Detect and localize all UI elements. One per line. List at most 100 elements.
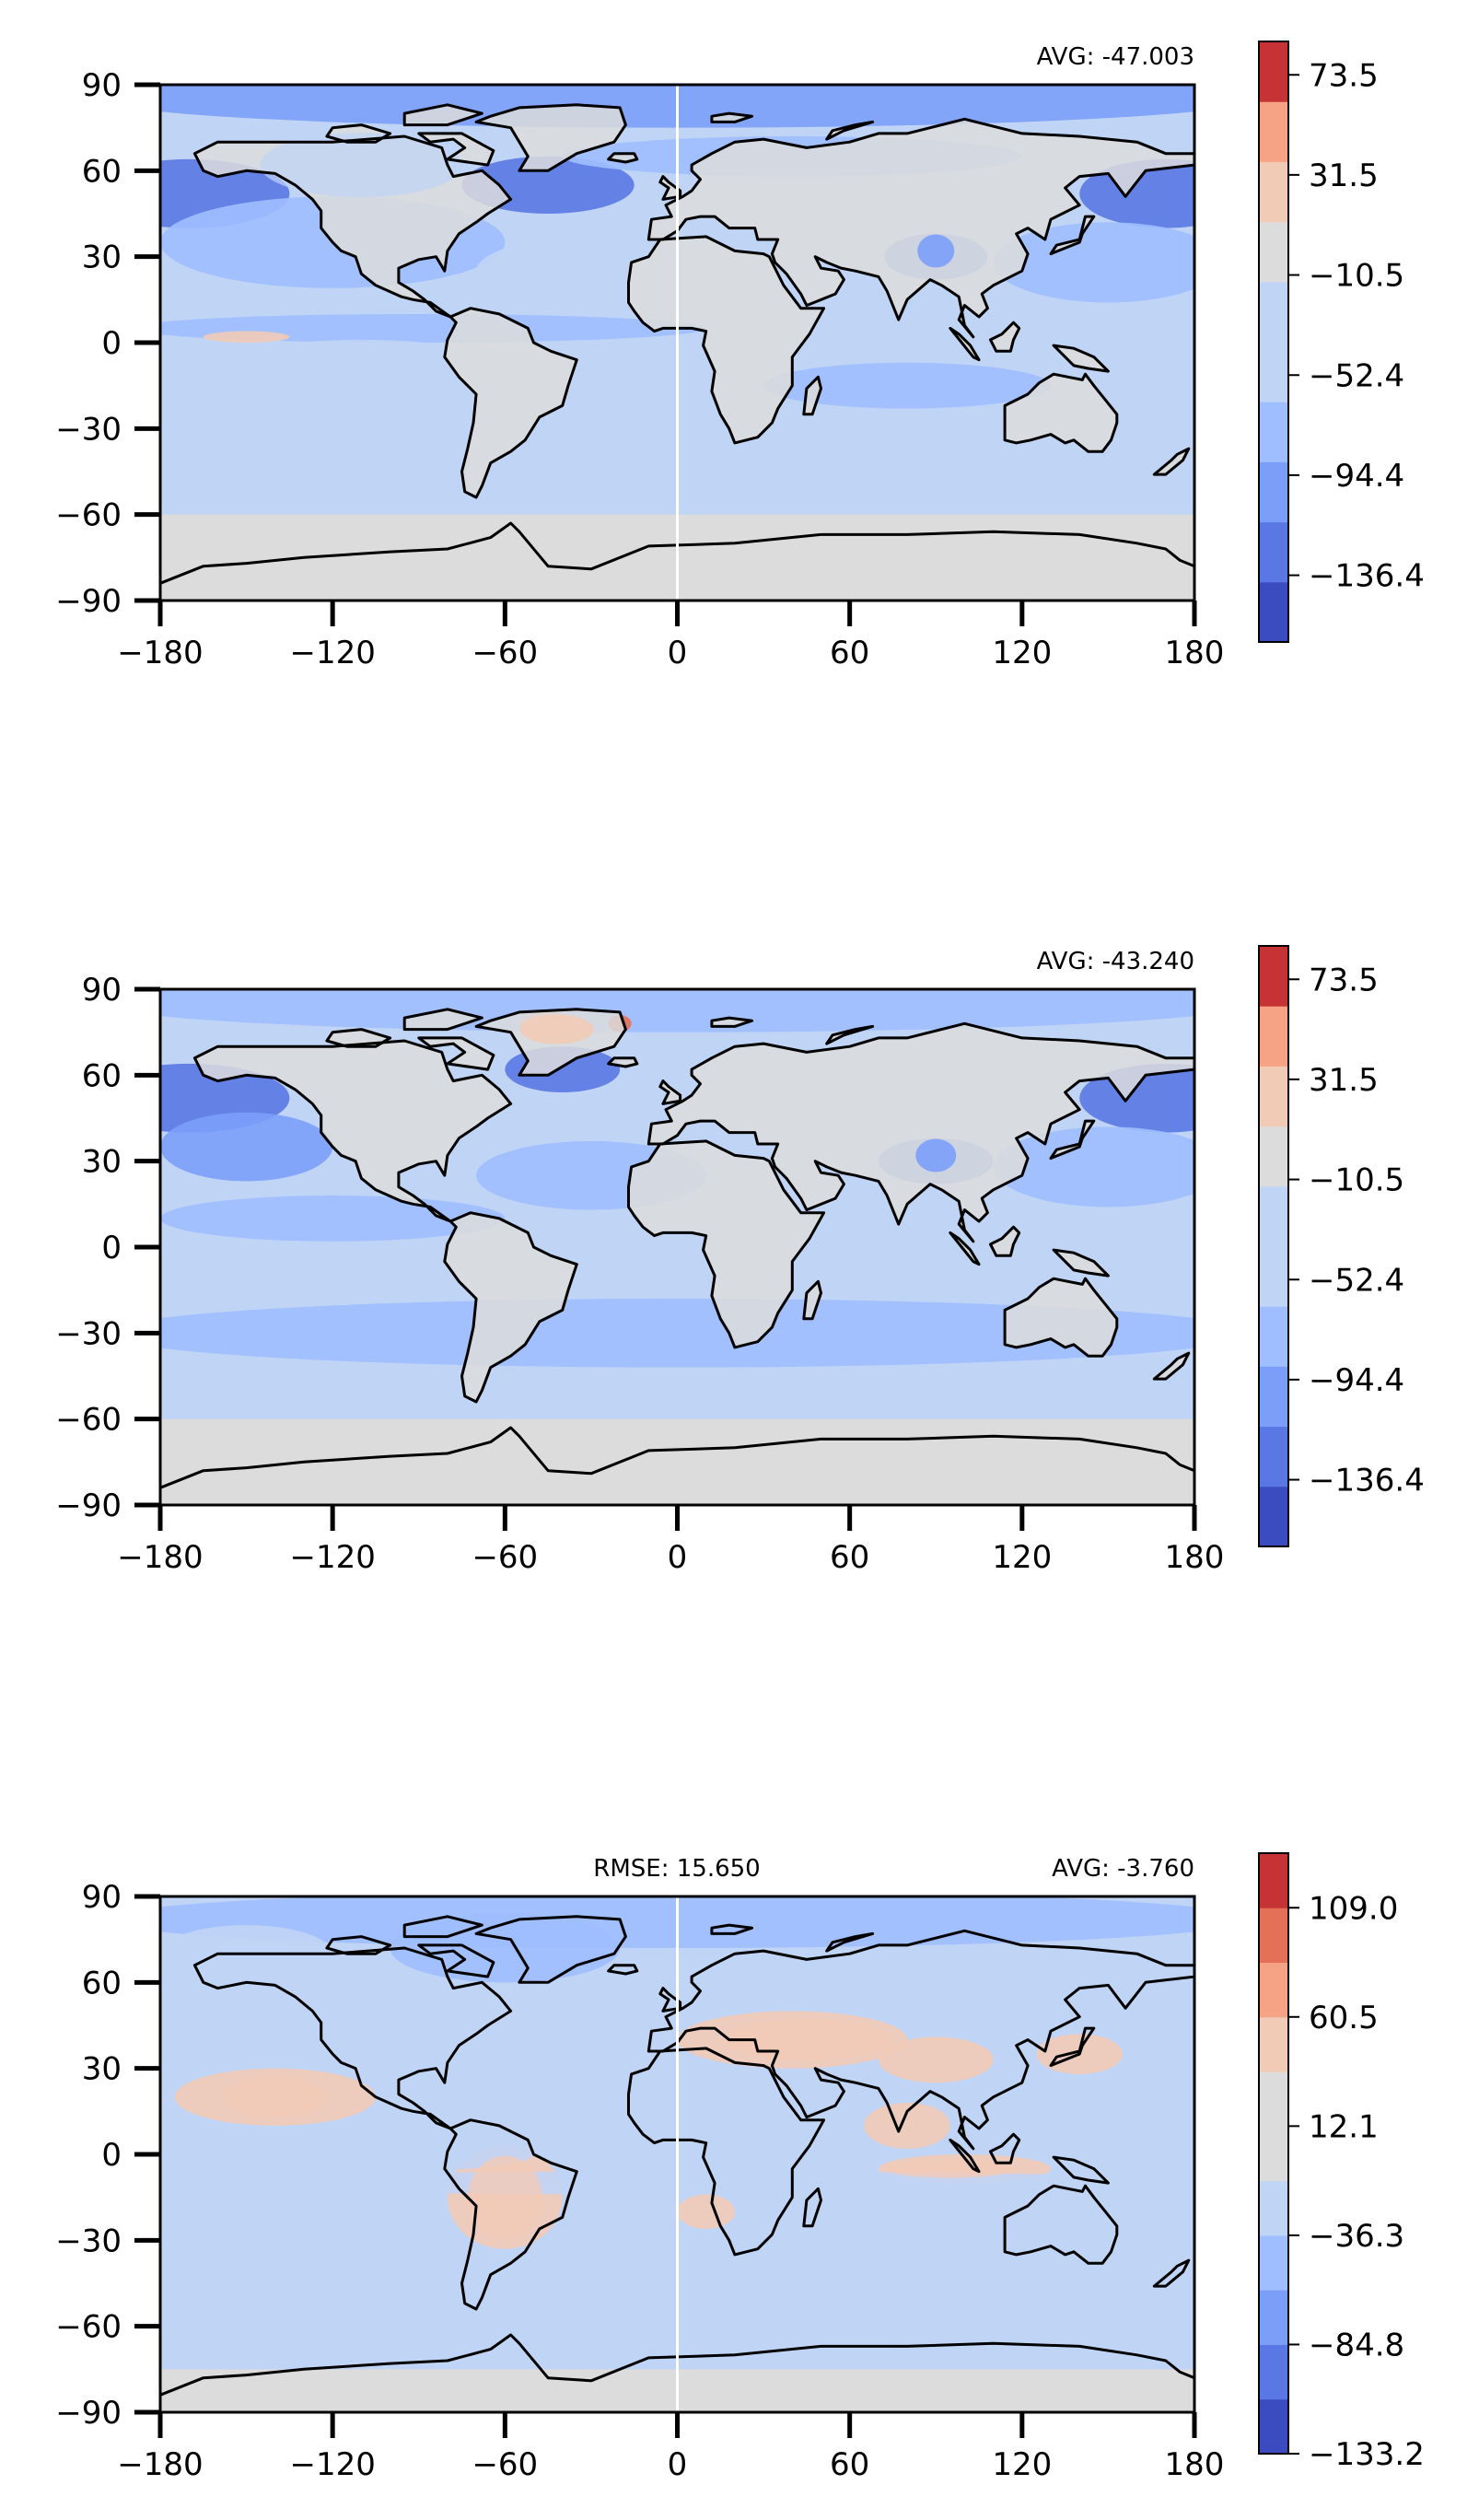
y-tick-label: 90 bbox=[82, 972, 122, 1009]
field-patch bbox=[224, 2076, 326, 2118]
colorbar-tick-label: 31.5 bbox=[1309, 158, 1379, 194]
coastline-namerica bbox=[192, 1946, 513, 2130]
colorbar: 109.0 60.5 12.1 −36.3 −84.8 −133.2 bbox=[1258, 1852, 1425, 2473]
x-tick-label: −120 bbox=[289, 1539, 375, 1576]
colorbar-segment bbox=[1259, 101, 1288, 162]
map-panel-3-difference: −180 −120 −60 0 60 120 180 90 60 30 0 −30 −60 −90 AVG:… bbox=[55, 1852, 1425, 2483]
field-patch bbox=[993, 222, 1194, 303]
colorbar-tick-label: −136.4 bbox=[1309, 558, 1425, 595]
x-tick-label: −60 bbox=[472, 1539, 538, 1576]
colorbar-tick-label: −94.4 bbox=[1309, 458, 1404, 495]
coastline-iceland bbox=[607, 1056, 639, 1068]
map-field bbox=[160, 85, 1194, 601]
coastline-sumatra bbox=[949, 326, 981, 362]
y-tick-label: 90 bbox=[82, 67, 122, 104]
y-tick-label: 90 bbox=[82, 1879, 122, 1916]
colorbar-segment bbox=[1259, 1426, 1288, 1488]
coastline-japan bbox=[1049, 1119, 1096, 1161]
y-tick-label: 60 bbox=[82, 1057, 122, 1094]
coastline-samerica bbox=[443, 2118, 578, 2311]
landmass-africa bbox=[628, 1140, 824, 1348]
coastline-eurasia bbox=[646, 1021, 1194, 1243]
y-tick-label: −60 bbox=[55, 2309, 122, 2346]
field-patch bbox=[885, 2159, 1015, 2178]
x-tick-label: −180 bbox=[117, 635, 203, 671]
coastline-africa bbox=[627, 2047, 826, 2257]
colorbar-segment bbox=[1259, 2071, 1288, 2127]
coastline-sumatra bbox=[949, 1231, 981, 1266]
map-field bbox=[160, 989, 1194, 1505]
coastline-samerica bbox=[443, 307, 578, 499]
colorbar-segment bbox=[1259, 1366, 1288, 1428]
landmass-eurasia bbox=[648, 1023, 1194, 1242]
y-tick-label: 30 bbox=[82, 1144, 122, 1181]
coastline-greenland bbox=[474, 1915, 627, 1984]
colorbar-segment bbox=[1259, 2180, 1288, 2236]
y-tick-label: 0 bbox=[101, 325, 122, 362]
landmass-uk bbox=[659, 176, 681, 200]
colorbar-tick-label: −36.3 bbox=[1309, 2218, 1404, 2255]
colorbar-segment bbox=[1259, 221, 1288, 283]
colorbar-segment bbox=[1259, 402, 1288, 462]
y-tick-label: 30 bbox=[82, 2051, 122, 2088]
colorbar-segment bbox=[1259, 1246, 1288, 1307]
colorbar-tick-label: 73.5 bbox=[1309, 57, 1379, 94]
coastline-australia bbox=[1003, 1277, 1119, 1358]
coastline-svalbard bbox=[710, 1016, 754, 1028]
colorbar-frame bbox=[1258, 41, 1289, 643]
field-patch bbox=[993, 1126, 1194, 1208]
coastline-svalbard bbox=[710, 1923, 754, 1935]
coastline-uk bbox=[658, 1079, 682, 1105]
colorbar-segment bbox=[1259, 41, 1288, 102]
y-tick-label: −30 bbox=[55, 2222, 122, 2259]
coastline-nz bbox=[1152, 447, 1191, 476]
x-tick-label: 120 bbox=[992, 2446, 1052, 2483]
field-patch bbox=[260, 133, 463, 198]
coastline-sumatra bbox=[949, 2138, 981, 2174]
coastline-uk bbox=[658, 175, 682, 201]
coastline-antarctica bbox=[160, 1426, 1194, 1505]
coastline-madagascar bbox=[802, 2187, 822, 2228]
coastline-uk bbox=[658, 1987, 682, 2012]
colorbar: 73.5 31.5 −10.5 −52.4 −94.4 −136.4 bbox=[1258, 945, 1425, 1547]
coastline-canadaarch2 bbox=[402, 103, 483, 127]
colorbar-tick-label: −133.2 bbox=[1309, 2436, 1425, 2473]
x-tick-label: −60 bbox=[472, 2446, 538, 2483]
colorbar-frame bbox=[1258, 945, 1289, 1547]
coastline-africa bbox=[627, 1139, 826, 1349]
colorbar-tick-label: −52.4 bbox=[1309, 357, 1404, 394]
landmass-australia bbox=[1005, 1278, 1117, 1357]
landmass-samerica bbox=[444, 308, 577, 497]
coastline-canadaarch1 bbox=[325, 1935, 392, 1955]
colorbar: 73.5 31.5 −10.5 −52.4 −94.4 −136.4 bbox=[1258, 41, 1425, 643]
x-tick-label: 60 bbox=[830, 1539, 869, 1576]
colorbar-tick-label: 31.5 bbox=[1309, 1062, 1379, 1099]
coastline-newguinea bbox=[1052, 2155, 1110, 2185]
coastline-antarctica bbox=[160, 2333, 1194, 2412]
colorbar-segment bbox=[1259, 2344, 1288, 2400]
colorbar-segment bbox=[1259, 461, 1288, 523]
landmass-eurasia bbox=[648, 119, 1194, 337]
x-tick-label: −180 bbox=[117, 2446, 203, 2483]
coastline-greenland bbox=[474, 103, 627, 172]
colorbar-segment bbox=[1259, 2290, 1288, 2345]
field-patch bbox=[160, 313, 706, 343]
y-tick-label: −30 bbox=[55, 1315, 122, 1352]
y-tick-label: −60 bbox=[55, 1402, 122, 1439]
colorbar-segment bbox=[1259, 281, 1288, 343]
coastline-novaya bbox=[825, 1931, 875, 1953]
colorbar-tick-label: 60.5 bbox=[1309, 2000, 1379, 2036]
x-tick-label: 180 bbox=[1165, 635, 1225, 671]
x-tick-label: −120 bbox=[289, 635, 375, 671]
coastline-canadaarch2 bbox=[402, 1915, 483, 1939]
landmass-newguinea bbox=[1054, 345, 1109, 372]
coastline-samerica bbox=[443, 1211, 578, 1404]
avg-annotation: AVG: -47.003 bbox=[1037, 43, 1194, 71]
coastline-antarctica bbox=[160, 521, 1194, 601]
colorbar-tick-label: −10.5 bbox=[1309, 1162, 1404, 1199]
landmass-newguinea bbox=[1054, 1250, 1109, 1277]
x-tick-label: −60 bbox=[472, 635, 538, 671]
landmass-samerica bbox=[444, 1212, 577, 1402]
x-tick-label: 0 bbox=[668, 1539, 688, 1576]
field-patch bbox=[677, 2194, 735, 2229]
